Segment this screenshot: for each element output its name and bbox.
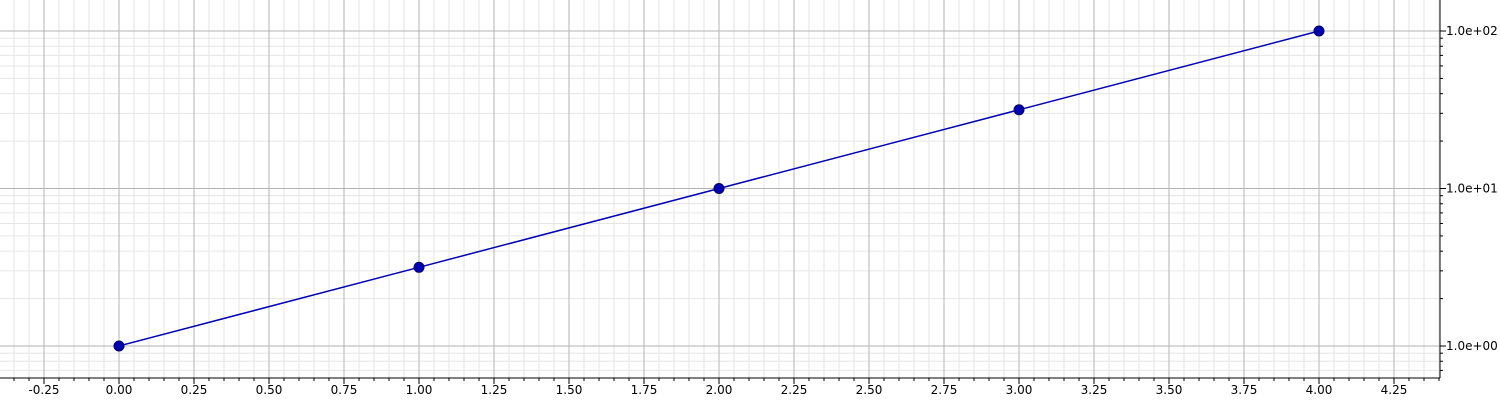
data-point [1013,104,1025,116]
x-tick-label: 3.75 [1231,383,1258,397]
x-tick-label: 4.00 [1306,383,1333,397]
data-point [413,261,425,273]
x-tick-label: 0.25 [181,383,208,397]
x-tick-label: 3.00 [1006,383,1033,397]
major-grid [0,0,1440,378]
x-tick-label: 2.00 [706,383,733,397]
x-tick-label: 4.25 [1381,383,1408,397]
y-tick-label: 1.0e+01 [1446,182,1498,196]
x-tick-label: 0.75 [331,383,358,397]
data-point [713,183,725,194]
series-layer [113,25,1325,352]
y-tick-label: 1.0e+02 [1446,24,1498,38]
y-axis: 1.0e+00 1.0e+01 1.0e+02 [1439,0,1498,378]
x-tick-label: 0.00 [106,383,133,397]
x-tick-label: 2.25 [781,383,808,397]
x-tick-label: 3.25 [1081,383,1108,397]
x-tick-label: 0.50 [256,383,283,397]
x-tick-label: 1.50 [556,383,583,397]
x-tick-label: 2.50 [856,383,883,397]
x-tick-label: 1.00 [406,383,433,397]
y-tick-label: 1.0e+00 [1446,339,1498,353]
x-tick-label: -0.25 [28,383,59,397]
x-axis: -0.25 0.00 0.25 0.50 0.75 1.00 1.25 1.50 1.75 2.0… [0,377,1440,397]
x-tick-label: 1.75 [631,383,658,397]
data-point [113,340,125,352]
data-point [1313,25,1325,37]
x-tick-label: 1.25 [481,383,508,397]
x-tick-label: 3.50 [1156,383,1183,397]
x-tick-label: 2.75 [931,383,958,397]
